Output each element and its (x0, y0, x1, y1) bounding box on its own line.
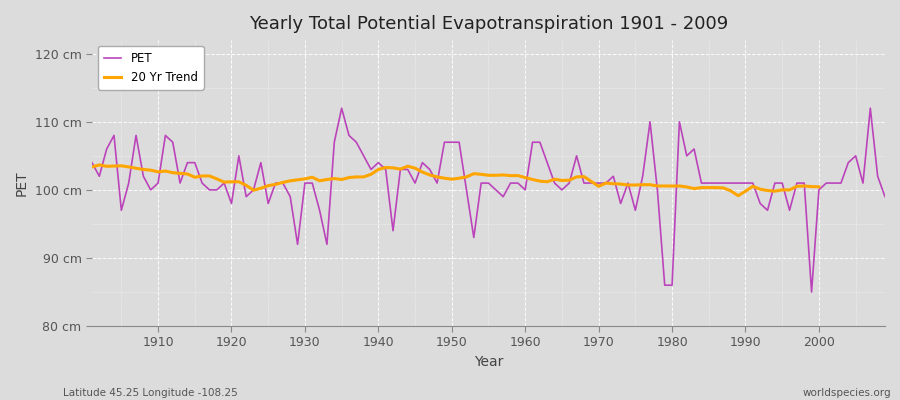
Y-axis label: PET: PET (15, 170, 29, 196)
PET (520, 188, 531, 192)
20 Yr Trend (770, 189, 780, 194)
PET (145, 188, 156, 192)
Legend: PET, 20 Yr Trend: PET, 20 Yr Trend (98, 46, 203, 90)
PET (337, 106, 347, 110)
20 Yr Trend (733, 193, 743, 198)
Text: worldspecies.org: worldspecies.org (803, 388, 891, 398)
PET (806, 290, 817, 294)
20 Yr Trend (791, 184, 802, 189)
PET (527, 140, 538, 145)
20 Yr Trend (263, 183, 274, 188)
Line: 20 Yr Trend: 20 Yr Trend (92, 165, 819, 196)
PET (86, 160, 97, 165)
20 Yr Trend (814, 184, 824, 189)
Line: PET: PET (92, 108, 885, 292)
PET (879, 194, 890, 199)
PET (358, 154, 369, 158)
20 Yr Trend (468, 171, 479, 176)
PET (616, 201, 626, 206)
20 Yr Trend (233, 179, 244, 184)
PET (307, 181, 318, 186)
Text: Latitude 45.25 Longitude -108.25: Latitude 45.25 Longitude -108.25 (63, 388, 238, 398)
X-axis label: Year: Year (473, 355, 503, 369)
Title: Yearly Total Potential Evapotranspiration 1901 - 2009: Yearly Total Potential Evapotranspiratio… (249, 15, 728, 33)
20 Yr Trend (86, 164, 97, 169)
20 Yr Trend (527, 177, 538, 182)
20 Yr Trend (94, 162, 104, 167)
